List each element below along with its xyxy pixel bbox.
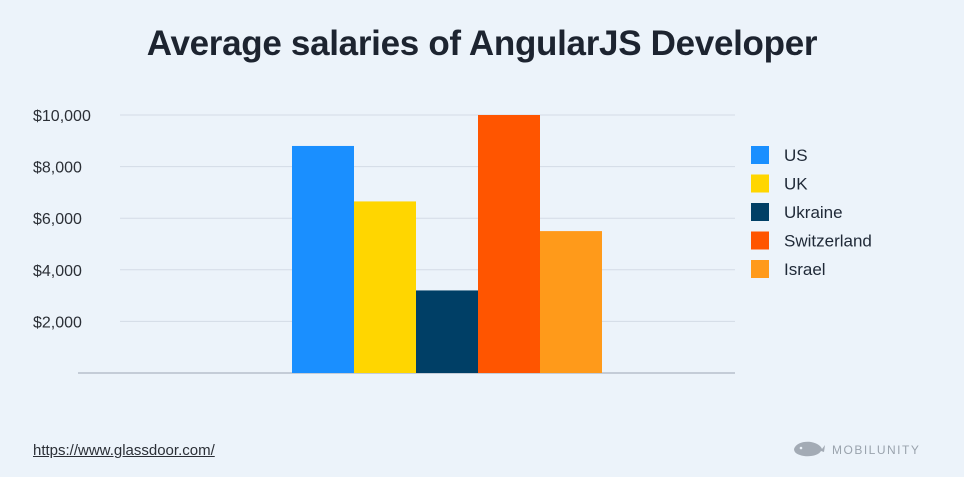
legend-swatch-israel bbox=[751, 260, 769, 278]
legend-label: Ukraine bbox=[784, 203, 843, 222]
y-tick-label: $6,000 bbox=[33, 211, 82, 228]
legend-label: Switzerland bbox=[784, 232, 872, 251]
legend-label: US bbox=[784, 146, 808, 165]
whale-logo-icon bbox=[792, 438, 826, 461]
y-axis-ticks: $2,000 $4,000 $6,000 $8,000 $10,000 bbox=[33, 108, 91, 331]
bar-us bbox=[292, 145, 354, 373]
legend-label: UK bbox=[784, 175, 808, 194]
y-tick-label: $8,000 bbox=[33, 160, 82, 177]
chart-title: Average salaries of AngularJS Developer bbox=[146, 24, 818, 63]
legend-swatch-switzerland bbox=[751, 231, 769, 250]
legend: US UK Ukraine Switzerland Israel bbox=[751, 146, 872, 279]
legend-swatch-us bbox=[751, 146, 769, 164]
y-tick-label: $10,000 bbox=[33, 108, 91, 125]
legend-swatch-ukraine bbox=[751, 203, 769, 221]
legend-label: Israel bbox=[784, 260, 826, 279]
bar-ukraine bbox=[416, 290, 478, 373]
y-tick-label: $2,000 bbox=[33, 314, 82, 331]
bars bbox=[292, 115, 602, 373]
brand-name: MOBILUNITY bbox=[832, 442, 921, 457]
bar-uk bbox=[354, 201, 416, 373]
bar-switzerland bbox=[478, 115, 540, 373]
brand-logo: MOBILUNITY bbox=[792, 438, 920, 461]
legend-swatch-uk bbox=[751, 174, 769, 193]
source-link[interactable]: https://www.glassdoor.com/ bbox=[33, 442, 215, 459]
y-tick-label: $4,000 bbox=[33, 263, 82, 280]
bar-israel bbox=[540, 231, 602, 373]
